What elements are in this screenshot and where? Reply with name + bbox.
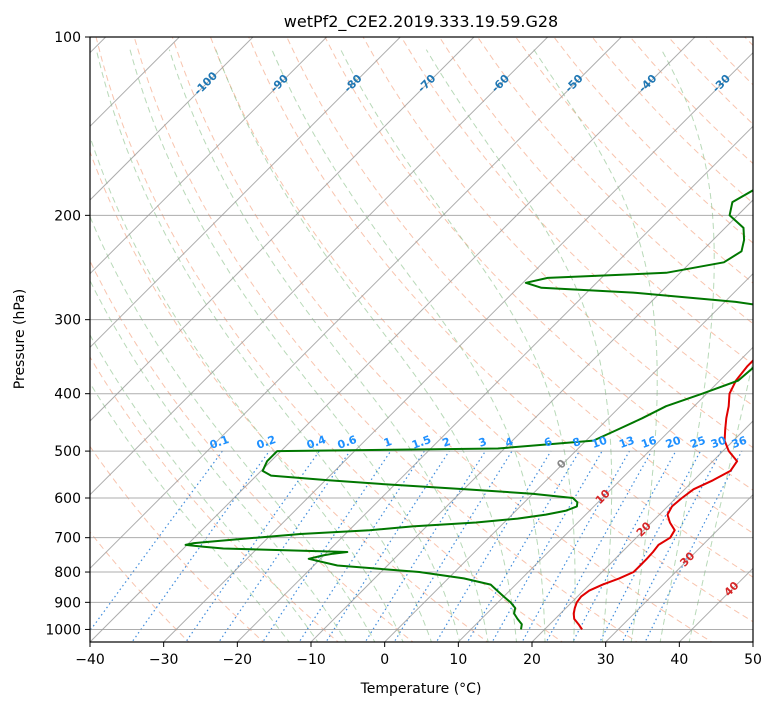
x-tick-label: −40 — [75, 652, 105, 668]
y-tick-label: 500 — [54, 444, 81, 460]
y-tick-label: 900 — [54, 595, 81, 611]
x-tick-label: 0 — [380, 652, 389, 668]
moist-adiabat-line — [90, 135, 404, 642]
isotherm-line — [384, 272, 753, 642]
mixing-ratio-label: 0.6 — [336, 433, 359, 452]
mixing-ratio-label: 4 — [503, 435, 515, 450]
isotherm-line — [90, 37, 696, 642]
chart-title: wetPf2_C2E2.2019.333.19.59.G28 — [284, 12, 558, 32]
moist-adiabat-line — [90, 382, 290, 642]
isotherm-line — [310, 199, 753, 642]
y-tick-label: 300 — [54, 313, 81, 329]
mixing-ratio-label: 25 — [688, 434, 707, 451]
dewpoint-profile-line — [184, 189, 753, 630]
mixing-ratio-label: 16 — [639, 434, 658, 452]
isotherm-line — [90, 37, 475, 422]
mixing-ratio-line — [521, 450, 631, 642]
mixing-ratio-label: 8 — [571, 435, 583, 450]
y-tick-label: 800 — [54, 565, 81, 581]
mixing-ratio-label: 1.5 — [410, 433, 433, 452]
isotherm-line — [90, 37, 622, 570]
mixing-ratio-label: 36 — [730, 434, 749, 452]
x-tick-label: 30 — [597, 652, 615, 668]
x-tick-label: 50 — [744, 652, 762, 668]
x-tick-label: −20 — [223, 652, 253, 668]
mixing-ratio-label: 1 — [382, 435, 394, 450]
dry-adiabat-line — [286, 37, 753, 534]
mixing-ratio-label: 6 — [542, 435, 554, 450]
mixing-ratio-line — [218, 450, 351, 642]
y-axis-title: Pressure (hPa) — [12, 289, 28, 389]
x-tick-label: −30 — [149, 652, 179, 668]
mixing-ratio-line — [621, 450, 722, 642]
mixing-ratio-line — [90, 450, 223, 632]
y-tick-label: 600 — [54, 491, 81, 507]
dry-adiabat-line — [477, 37, 753, 325]
isotherm-line — [457, 346, 753, 642]
isotherm-line — [90, 37, 401, 349]
moist-adiabat-line — [90, 215, 376, 642]
temperature-profile-line — [572, 359, 753, 630]
x-tick-label: 20 — [523, 652, 541, 668]
mixing-ratio-label: 10 — [590, 434, 609, 452]
dry-adiabat-line — [90, 259, 414, 642]
mixing-ratio-line — [393, 450, 513, 642]
mixing-ratio-label: 2 — [441, 435, 453, 450]
mixing-ratio-label: 0.2 — [255, 433, 278, 452]
isotherm-line — [90, 37, 254, 201]
y-tick-label: 200 — [54, 208, 81, 224]
isotherm-line — [163, 51, 753, 642]
dry-adiabat-line — [362, 37, 753, 449]
y-tick-label: 400 — [54, 387, 81, 403]
x-axis-title: Temperature (°C) — [360, 681, 482, 697]
dry-adiabat-line — [248, 37, 753, 578]
isotherm-line — [236, 125, 753, 642]
mixing-ratio-label: 0.4 — [305, 433, 328, 452]
y-tick-label: 700 — [54, 531, 81, 547]
mixing-ratio-label: 3 — [477, 435, 489, 450]
dry-adiabat-line — [438, 37, 753, 366]
mixing-ratio-line — [644, 450, 743, 642]
x-tick-label: 40 — [670, 652, 688, 668]
mixing-ratio-label: 30 — [709, 434, 728, 452]
isotherm-line — [531, 420, 753, 642]
dry-adiabat-line — [400, 37, 753, 407]
isotherm-line — [605, 493, 753, 642]
mixing-ratio-label: 13 — [617, 434, 636, 451]
mixing-ratio-line — [298, 450, 425, 642]
mixing-ratio-label: 0.1 — [208, 433, 231, 452]
isotherm-line — [90, 37, 328, 275]
y-tick-label: 100 — [54, 30, 81, 46]
y-tick-label: 1000 — [45, 622, 81, 638]
dry-adiabat-line — [324, 37, 753, 491]
x-tick-label: −10 — [296, 652, 326, 668]
mixing-ratio-label: 20 — [664, 434, 683, 452]
isotherm-line — [90, 37, 549, 496]
mixing-ratio-line — [325, 450, 450, 642]
mixing-ratio-line — [435, 450, 552, 642]
x-tick-label: 10 — [449, 652, 467, 668]
moist-adiabat-line — [90, 334, 319, 642]
plot-frame — [89, 36, 754, 643]
